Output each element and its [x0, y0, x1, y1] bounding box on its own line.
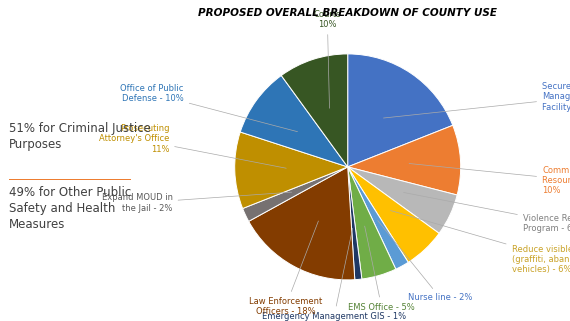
Text: Secure Withdrawal
Management
Facility - 19%: Secure Withdrawal Management Facility - …	[384, 82, 570, 118]
Text: Nurse line - 2%: Nurse line - 2%	[378, 221, 473, 302]
Wedge shape	[348, 125, 461, 195]
Text: Prosecuting
Attorney's Office
11%: Prosecuting Attorney's Office 11%	[99, 124, 286, 168]
Wedge shape	[240, 75, 348, 167]
Wedge shape	[249, 167, 355, 280]
Wedge shape	[348, 167, 362, 280]
Text: Violence Reduction
Program - 6%: Violence Reduction Program - 6%	[404, 193, 570, 233]
Text: 49% for Other Public
Safety and Health
Measures: 49% for Other Public Safety and Health M…	[9, 186, 131, 231]
Wedge shape	[348, 167, 457, 233]
Text: Office of Public
Defense - 10%: Office of Public Defense - 10%	[120, 84, 298, 132]
Wedge shape	[348, 167, 396, 279]
Wedge shape	[348, 167, 408, 269]
Wedge shape	[235, 132, 348, 209]
Text: EMS Office - 5%: EMS Office - 5%	[348, 226, 415, 311]
Text: Emergency Management GIS - 1%: Emergency Management GIS - 1%	[262, 228, 406, 321]
Wedge shape	[348, 167, 439, 262]
Wedge shape	[243, 167, 348, 221]
Wedge shape	[348, 54, 453, 167]
FancyBboxPatch shape	[9, 179, 131, 180]
Text: 51% for Criminal Justice
Purposes: 51% for Criminal Justice Purposes	[9, 122, 150, 151]
Text: Courts
10%: Courts 10%	[314, 10, 341, 108]
Text: Law Enforcement
Officers - 18%: Law Enforcement Officers - 18%	[249, 221, 322, 316]
Text: Reduce visible impacts
(graffiti, abandoned
vehicles) - 6%: Reduce visible impacts (graffiti, abando…	[390, 211, 570, 274]
Text: PROPOSED OVERALL BREAKDOWN OF COUNTY USE: PROPOSED OVERALL BREAKDOWN OF COUNTY USE	[198, 8, 497, 18]
Text: Expand MOUD in
the Jail - 2%: Expand MOUD in the Jail - 2%	[101, 192, 292, 213]
Wedge shape	[281, 54, 348, 167]
Text: Community
Resource Center
10%: Community Resource Center 10%	[409, 163, 570, 195]
